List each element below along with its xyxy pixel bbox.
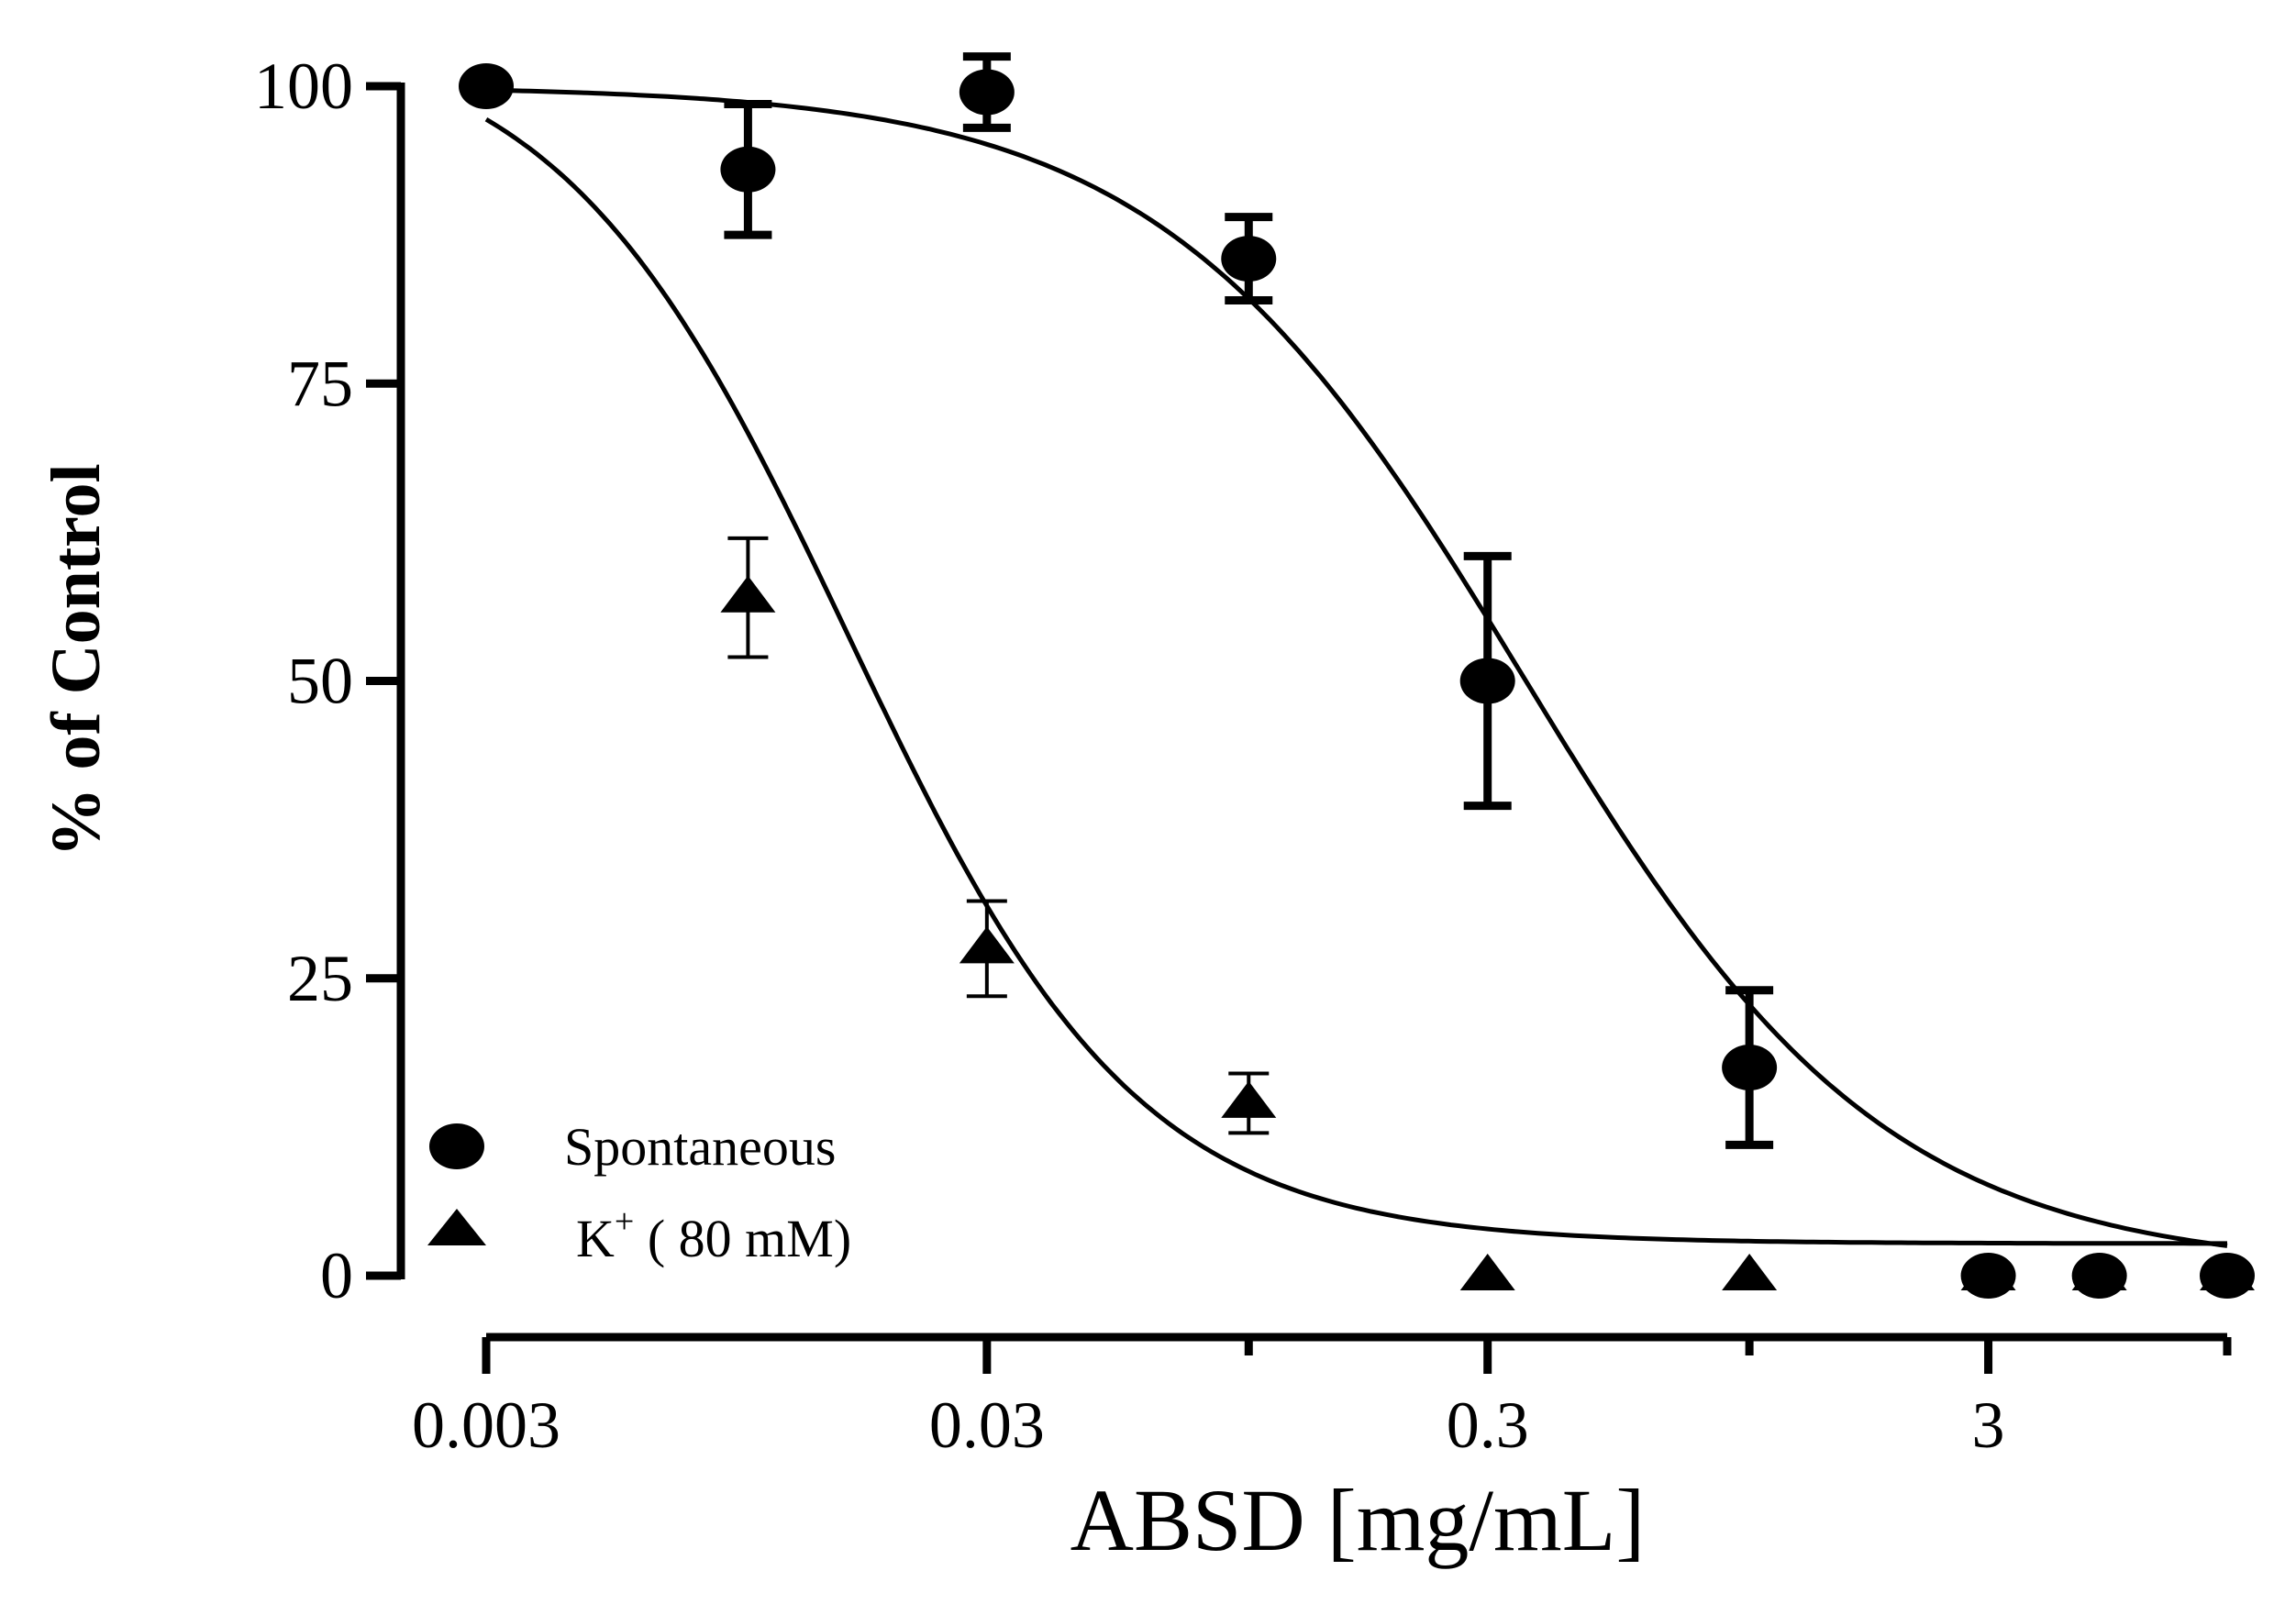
legend-k-marker (427, 1209, 486, 1245)
x-tick-label: 0.03 (929, 1388, 1045, 1462)
fit-curve-spontaneous (485, 87, 2228, 1248)
y-axis: 0 25 50 75 100 (254, 50, 405, 1312)
fit-curves (484, 87, 2228, 1248)
legend-k-base: K (576, 1209, 615, 1268)
fit-curve-k (484, 116, 2227, 1246)
data-markers (459, 63, 2255, 1299)
y-tick-label: 75 (287, 347, 353, 420)
point-k (1221, 1080, 1277, 1118)
legend-spontaneous-marker (429, 1123, 484, 1169)
point-spontaneous (459, 63, 514, 109)
point-spontaneous (1221, 236, 1277, 282)
point-k (720, 575, 776, 613)
x-axis: 0.003 0.03 0.3 3 (412, 1333, 2232, 1462)
legend-k-rest: ( 80 mM) (634, 1209, 851, 1268)
point-spontaneous (2200, 1253, 2255, 1299)
point-k (1459, 1254, 1515, 1290)
y-tick-label: 100 (254, 50, 353, 123)
legend-k-sup: + (615, 1202, 634, 1241)
point-spontaneous (720, 146, 776, 193)
y-axis-title: % of Control (38, 463, 115, 857)
point-spontaneous (1960, 1253, 2016, 1299)
legend-spontaneous-label: Spontaneous (564, 1117, 836, 1177)
point-spontaneous (2071, 1253, 2127, 1299)
x-tick-label: 3 (1972, 1388, 2005, 1462)
y-tick-label: 0 (320, 1239, 353, 1312)
x-tick-label: 0.003 (412, 1388, 560, 1462)
point-spontaneous (959, 69, 1015, 116)
point-spontaneous (1722, 1045, 1778, 1091)
x-tick-label: 0.3 (1447, 1388, 1529, 1462)
error-bars (724, 52, 1774, 1149)
y-tick-label: 25 (287, 942, 353, 1015)
point-k (959, 926, 1015, 964)
legend: Spontaneous K+ ( 80 mM) (427, 1117, 851, 1268)
x-axis-title: ABSD [mg/mL] (1070, 1471, 1646, 1569)
y-tick-label: 50 (287, 645, 353, 718)
point-k (1722, 1254, 1778, 1290)
point-spontaneous (1459, 658, 1515, 704)
legend-k-label: K+ ( 80 mM) (576, 1202, 851, 1268)
